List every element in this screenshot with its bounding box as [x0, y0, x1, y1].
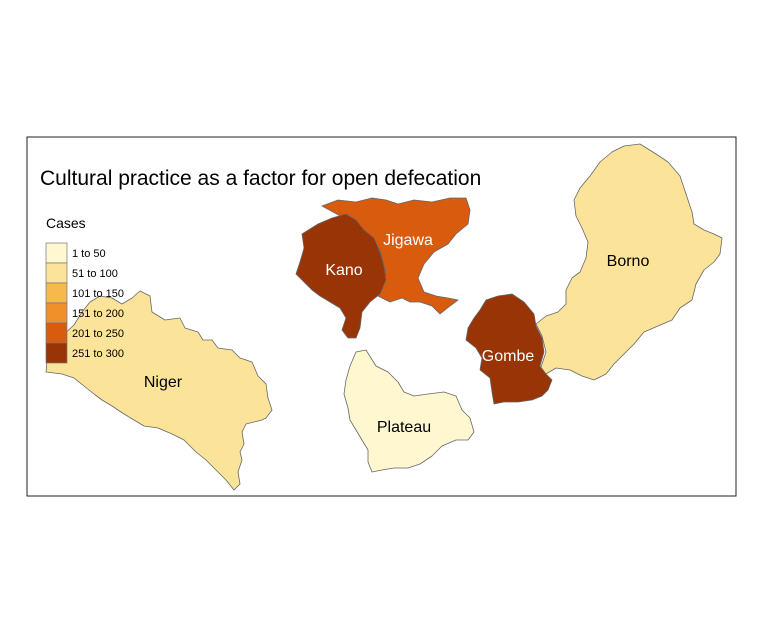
state-plateau: [343, 349, 475, 473]
state-jigawa: [321, 197, 471, 315]
state-kano: [295, 213, 387, 339]
state-labels: Niger Kano Jigawa Borno Gombe Plateau: [144, 232, 650, 436]
map-frame: [26, 136, 737, 497]
legend-label: 51 to 100: [72, 268, 118, 280]
state-niger: [45, 290, 273, 491]
legend: Cases 1 to 50 51 to 100 101 to 150 151 to 2…: [45, 215, 124, 364]
legend-items: 1 to 50 51 to 100 101 to 150 151 to 200 201 …: [45, 242, 124, 364]
legend-label: 101 to 150: [72, 288, 124, 300]
legend-swatch: [45, 302, 68, 324]
state-label-plateau: Plateau: [377, 419, 431, 436]
legend-swatch: [45, 322, 68, 344]
legend-label: 151 to 200: [72, 308, 124, 320]
legend-label: 251 to 300: [72, 348, 124, 360]
state-label-kano: Kano: [325, 262, 362, 279]
legend-title: Cases: [46, 215, 86, 231]
legend-swatch: [45, 262, 68, 284]
state-label-jigawa: Jigawa: [383, 232, 433, 249]
legend-swatch: [45, 342, 68, 364]
state-label-borno: Borno: [607, 253, 650, 270]
legend-label: 201 to 250: [72, 328, 124, 340]
state-borno: [535, 143, 723, 381]
state-label-niger: Niger: [144, 374, 183, 391]
legend-swatch: [45, 242, 68, 264]
map-title: Cultural practice as a factor for open d…: [40, 167, 481, 190]
state-shapes: [45, 143, 723, 491]
state-label-gombe: Gombe: [482, 348, 535, 365]
state-gombe: [465, 293, 553, 405]
legend-label: 1 to 50: [72, 248, 106, 260]
legend-swatch: [45, 282, 68, 304]
